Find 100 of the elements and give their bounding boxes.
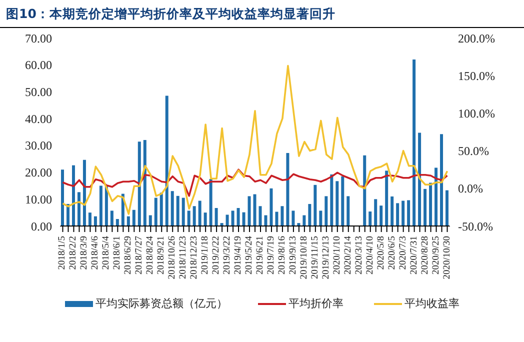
x-tick-label: 2018/8/24: [146, 236, 156, 275]
bar: [402, 200, 405, 226]
bar: [209, 179, 212, 226]
bar: [248, 196, 251, 226]
bar: [385, 170, 388, 226]
x-tick-label: 2020/6/5: [387, 236, 398, 270]
bar: [412, 59, 416, 226]
x-tick-label: 2019/5/24: [244, 236, 255, 275]
y2-tick-label: 50.0%: [458, 144, 489, 158]
bar: [148, 215, 152, 226]
y2-tick-label: -50.0%: [458, 219, 493, 234]
y2-tick-label: 200.0%: [458, 31, 495, 46]
bar: [126, 216, 130, 226]
bar: [143, 140, 146, 226]
y-tick-label: 50.00: [25, 84, 52, 99]
bar: [336, 181, 339, 226]
x-tick-label: 2020/3/13: [354, 236, 364, 275]
bar: [176, 196, 180, 226]
bar: [429, 182, 432, 226]
y-tick-label: 70.00: [25, 31, 52, 46]
bar: [424, 188, 427, 226]
bar: [192, 206, 196, 226]
bar: [236, 208, 240, 226]
y2-tick-label: 0.0%: [458, 182, 483, 196]
x-tick-label: 2020/9/25: [431, 236, 442, 275]
bar: [154, 198, 158, 226]
x-tick-label: 2018/5/4: [102, 236, 112, 270]
bar: [82, 160, 86, 226]
bar: [198, 200, 202, 226]
bar: [286, 152, 290, 226]
x-tick-label: 2018/2/2: [68, 236, 79, 270]
line-series: [62, 64, 448, 215]
x-tick-label: 2019/3/22: [222, 236, 233, 275]
bar: [292, 210, 295, 226]
bar: [275, 212, 278, 226]
y-tick-label: 40.00: [25, 112, 52, 126]
x-tick-label: 2018/11/23: [178, 236, 189, 279]
line-series: [62, 168, 448, 197]
x-tick-label: 2018/3/9: [80, 236, 90, 270]
bar: [77, 192, 80, 226]
y2-tick-label: 100.0%: [458, 106, 495, 120]
legend-label: 平均收益率: [404, 296, 460, 311]
bar: [440, 134, 444, 226]
bar: [253, 194, 256, 226]
bar: [396, 203, 400, 226]
x-tick-label: 2019/10/18: [299, 236, 310, 280]
x-tick-label: 2020/1/10: [332, 236, 342, 275]
bar: [380, 206, 383, 226]
x-tick-label: 2019/12/13: [321, 236, 332, 280]
bar: [231, 210, 234, 226]
x-tick-label: 2019/11/15: [310, 236, 320, 279]
x-tick-label: 2019/8/16: [277, 236, 288, 275]
bar: [314, 184, 317, 226]
bar: [242, 212, 246, 226]
x-tick-label: 2019/9/13: [288, 236, 298, 275]
legend-label: 平均实际募资总额（亿元）: [96, 296, 228, 311]
x-tick-label: 2020/4/10: [365, 236, 376, 275]
bar: [308, 204, 312, 226]
bar: [434, 168, 438, 226]
bar: [182, 198, 185, 226]
x-tick-label: 2019/2/22: [212, 236, 222, 275]
bar: [418, 132, 422, 226]
bar: [72, 165, 75, 226]
x-tick-label: 2018/10/26: [168, 236, 178, 280]
y-tick-label: 30.00: [25, 138, 52, 153]
x-tick-label: 2019/1/18: [200, 236, 211, 275]
bar: [204, 212, 207, 226]
x-tick-label: 2018/4/6: [90, 236, 101, 270]
bar: [116, 219, 119, 226]
y-tick-label: 0.00: [31, 219, 52, 234]
legend-label: 平均折价率: [288, 296, 344, 311]
x-tick-label: 2020/2/14: [343, 236, 354, 275]
x-tick-label: 2019/6/21: [255, 236, 266, 275]
bar: [270, 188, 273, 226]
y-tick-label: 60.00: [25, 58, 52, 72]
bar: [302, 215, 306, 226]
x-tick-label: 2020/5/8: [376, 236, 386, 270]
y2-tick-label: 150.0%: [458, 68, 495, 83]
x-tick-label: 2018/9/21: [156, 236, 167, 275]
bar: [264, 215, 268, 226]
bar: [407, 200, 410, 226]
bar: [330, 174, 334, 226]
bar: [104, 186, 108, 226]
bar: [319, 210, 322, 226]
bar: [138, 142, 141, 226]
bar: [258, 206, 262, 226]
y-tick-label: 10.00: [25, 192, 52, 206]
x-tick-label: 2018/1/5: [58, 236, 68, 270]
bar: [110, 210, 114, 226]
bar: [61, 170, 64, 226]
bar: [99, 186, 102, 226]
x-tick-label: 2018/7/27: [134, 236, 145, 275]
x-tick-label: 2020/7/31: [409, 236, 420, 275]
x-tick-label: 2018/12/23: [190, 236, 200, 280]
x-tick-label: 2019/7/19: [266, 236, 276, 275]
bar: [214, 208, 218, 226]
bar: [368, 211, 372, 226]
bar: [132, 210, 136, 226]
bar: [187, 210, 190, 226]
bar: [88, 212, 92, 226]
